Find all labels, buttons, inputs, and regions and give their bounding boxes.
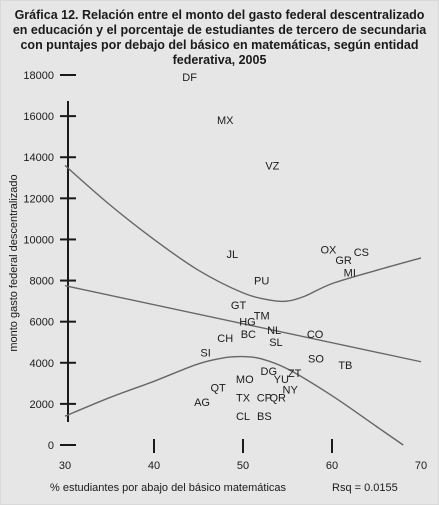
point-label: MO	[236, 374, 254, 386]
point-label: SI	[200, 348, 210, 360]
y-axis-label: monto gasto federal descentralizado	[8, 174, 20, 351]
chart-title: Gráfica 12. Relación entre el monto del …	[1, 8, 438, 68]
point-label: GR	[335, 255, 352, 267]
point-label: MX	[217, 115, 234, 127]
point-label: MI	[344, 267, 356, 279]
point-label: GT	[231, 300, 247, 312]
chart-title-line: Gráfica 12. Relación entre el monto del …	[14, 8, 425, 22]
point-label: YU	[274, 374, 289, 386]
point-label: SL	[269, 337, 282, 349]
y-tick-label: 10000	[23, 234, 54, 246]
point-label: QR	[269, 393, 286, 405]
y-tick-label: 4000	[30, 358, 54, 370]
point-label: PU	[254, 276, 269, 288]
point-label: CP	[257, 393, 272, 405]
chart-title-line: federativa, 2005	[172, 53, 267, 67]
point-label: OX	[320, 245, 337, 257]
chart-title-line: con puntajes por debajo del básico en ma…	[20, 38, 419, 52]
point-label: TX	[236, 393, 251, 405]
y-tick-label: 12000	[23, 193, 54, 205]
x-tick-label: 50	[237, 460, 249, 472]
point-label: DF	[182, 72, 197, 84]
point-label: SO	[308, 354, 324, 366]
point-label: AG	[194, 397, 210, 409]
point-label: NY	[283, 385, 299, 397]
point-label: TM	[254, 311, 270, 323]
chart-title-line: en educación y el porcentaje de estudian…	[12, 23, 427, 37]
y-tick-label: 14000	[23, 152, 54, 164]
y-tick-label: 6000	[30, 317, 54, 329]
point-label: DG	[261, 366, 278, 378]
regression-line	[64, 285, 422, 363]
x-tick-label: 60	[326, 460, 338, 472]
point-label: BS	[257, 411, 272, 423]
upper-confidence-curve	[64, 164, 422, 303]
point-label: VZ	[265, 160, 279, 172]
y-tick-label: 16000	[23, 111, 54, 123]
rsq-label: Rsq = 0.0155	[332, 482, 398, 494]
plot-axes: 0 2000 4000 6000 8000 10000 12000 14000 16000 180…	[23, 70, 427, 472]
x-tick-label: 70	[415, 460, 427, 472]
lower-confidence-curve	[64, 355, 404, 446]
point-label: NL	[267, 325, 281, 337]
point-label: CS	[354, 247, 369, 259]
x-tick-label: 30	[59, 460, 71, 472]
x-axis-label: % estudiantes por abajo del básico matem…	[50, 482, 287, 494]
point-label: QT	[210, 382, 226, 394]
y-tick-label: 2000	[30, 399, 54, 411]
y-tick-label: 0	[48, 440, 54, 452]
point-label: CH	[217, 333, 233, 345]
point-label: ZT	[288, 368, 302, 380]
y-tick-label: 8000	[30, 276, 54, 288]
point-label: HG	[239, 317, 256, 329]
regression-curves	[64, 164, 422, 446]
y-tick-label: 18000	[23, 70, 54, 82]
point-label: CL	[236, 411, 250, 423]
point-label: JL	[227, 249, 239, 261]
point-label: CO	[307, 329, 324, 341]
x-tick-label: 40	[148, 460, 160, 472]
point-label: BC	[241, 329, 256, 341]
point-label: TB	[338, 360, 352, 372]
